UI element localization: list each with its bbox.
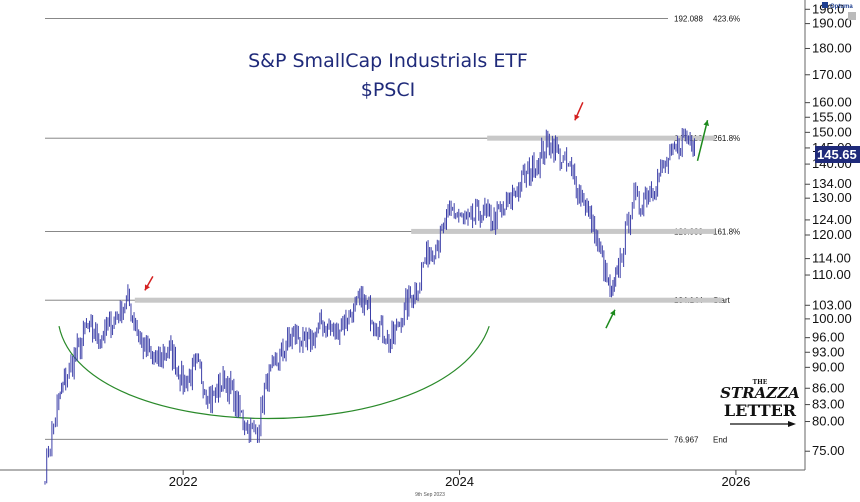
logo-line1: THE (753, 379, 768, 386)
red-arrow-2024 (574, 102, 584, 121)
y-tick-label: 120.00 (812, 227, 852, 242)
y-tick-label: 96.00 (812, 330, 845, 345)
y-tick-label: 80.00 (812, 414, 845, 429)
y-tick-label: 134.00 (812, 176, 852, 191)
logo-line2: STRAZZA (720, 384, 800, 402)
fib-level-value: 76.967 (674, 435, 699, 444)
y-tick-label: 114.00 (812, 251, 851, 266)
red-arrow-2021-head (144, 284, 150, 291)
optuma-icon (822, 2, 828, 8)
y-tick-label: 93.00 (812, 344, 845, 359)
x-tick-label: 2026 (721, 474, 750, 489)
chart-subtitle: $PSCI (361, 79, 415, 101)
y-tick-label: 75.00 (812, 443, 845, 458)
support-band (411, 228, 716, 234)
x-tick-label: 2022 (169, 474, 198, 489)
lock-icon (848, 12, 856, 20)
green-arrow-low (605, 309, 616, 329)
last-price-label: 145.65 (817, 147, 857, 162)
green-arrow-breakout (696, 120, 710, 161)
logo-line3: LETTER (724, 401, 797, 420)
chart-title: S&P SmallCap Industrials ETF (248, 50, 528, 72)
y-tick-label: 190.00 (812, 16, 852, 31)
logo-pen-nib-icon (788, 421, 796, 427)
y-tick-label: 130.00 (812, 190, 852, 205)
y-tick-label: 170.00 (812, 67, 852, 82)
fib-level-ratio: 261.8% (713, 134, 740, 143)
last-price-box (815, 146, 860, 163)
red-arrow-2021 (144, 276, 154, 291)
y-tick-label: 180.00 (812, 40, 852, 55)
x-axis-ticks: 2022 2024 2026 (169, 470, 750, 489)
y-tick-label: 100.00 (812, 311, 852, 326)
support-bands (134, 135, 723, 303)
strazza-logo: THE STRAZZA LETTER (720, 379, 800, 427)
support-band (487, 135, 716, 141)
price-series (44, 127, 695, 485)
y-tick-label: 110.00 (812, 267, 851, 282)
fib-level-ratio: End (713, 435, 727, 444)
fib-level-ratio: 423.6% (713, 15, 740, 24)
fib-level-ratio: 161.8% (713, 227, 740, 236)
cup-curve-group (58, 325, 490, 419)
y-tick-label: 90.00 (812, 359, 845, 374)
cup-curve (58, 325, 490, 419)
y-tick-label: 150.00 (812, 124, 852, 139)
red-arrow-2024-head (574, 114, 580, 121)
y-tick-label: 86.00 (812, 380, 845, 395)
fib-level-value: 192.088 (674, 15, 703, 24)
date-label: 9th Sep 2023 (415, 492, 445, 498)
x-tick-label: 2024 (445, 474, 474, 489)
y-tick-label: 103.00 (812, 297, 852, 312)
y-tick-label: 124.00 (812, 212, 852, 227)
green-arrow-breakout-shaft (696, 120, 709, 161)
source-label: Optuma (830, 4, 853, 10)
green-arrow-low-head (610, 309, 616, 316)
y-tick-label: 196.0 (812, 1, 845, 16)
arrows (144, 102, 710, 329)
y-tick-label: 155.00 (812, 109, 852, 124)
green-arrow-breakout-head (703, 120, 710, 127)
y-tick-label: 160.00 (812, 95, 852, 110)
support-band (134, 297, 723, 303)
y-tick-label: 83.00 (812, 397, 845, 412)
